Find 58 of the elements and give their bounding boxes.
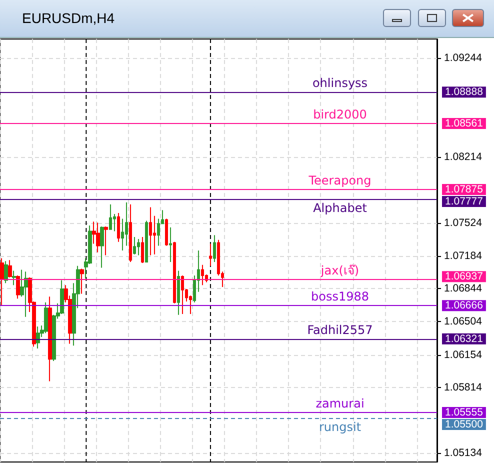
y-tick-label: 1.06154 (444, 348, 482, 361)
ref-line-label: rungsit (318, 420, 362, 434)
candlestick (137, 238, 140, 256)
candlestick (100, 226, 104, 268)
text: 1.06937 (445, 270, 484, 283)
candlestick (48, 296, 52, 382)
text: 1.05555 (445, 406, 484, 418)
ref-line-label: Fadhil2557 (307, 322, 373, 337)
candlestick (109, 204, 112, 230)
candlestick (129, 204, 132, 263)
candlestick (165, 218, 168, 246)
candlestick (149, 206, 152, 256)
candlestick (213, 234, 216, 263)
text: 1.08888 (445, 86, 484, 98)
candlestick (141, 236, 144, 264)
candlestick (169, 226, 172, 263)
y-tick-label: 1.05134 (444, 446, 482, 459)
ref-line-label: Alphabet (313, 200, 368, 215)
candlestick (117, 212, 120, 242)
chart-title: EURUSDm,H4 (22, 10, 115, 26)
candlestick (133, 236, 136, 255)
text: 1.07875 (445, 183, 484, 196)
ref-line-label: ohlinsyss (312, 76, 368, 90)
y-tick-label: 1.07524 (444, 217, 482, 230)
candlestick (125, 202, 128, 246)
candlestick (36, 326, 40, 350)
y-tick-label: 1.06504 (444, 315, 482, 328)
text: 1.06666 (445, 300, 484, 312)
text: 1.07777 (445, 195, 484, 208)
candlestick (44, 302, 48, 334)
ref-line-label: boss1988 (310, 290, 370, 304)
candlestick (173, 241, 176, 304)
candlestick (96, 222, 100, 253)
candlestick (209, 243, 212, 266)
candlestick (4, 260, 8, 284)
ref-line-label: jax(เจ๊) (320, 264, 360, 278)
candlestick (145, 220, 148, 263)
candlestick (16, 274, 20, 300)
candlestick (177, 270, 180, 316)
candlestick (8, 260, 12, 278)
candlestick (80, 268, 84, 294)
candlestick (24, 271, 28, 318)
ref-line-label: Teerapong (308, 173, 372, 188)
ref-line-label: bird2000 (313, 108, 367, 122)
y-tick-label: 1.06844 (444, 282, 482, 295)
candlestick (104, 226, 108, 256)
y-tick-label: 1.09244 (444, 52, 482, 64)
candlestick (0, 258, 4, 306)
candlestick (181, 274, 184, 314)
ref-line-label: zamurai (316, 396, 364, 410)
candlestick (12, 270, 16, 286)
text: 1.05500 (445, 418, 484, 430)
text: 1.06321 (445, 332, 484, 345)
candlestick (201, 264, 204, 286)
y-tick-label: 1.07184 (444, 250, 482, 262)
y-tick-label: 1.05814 (444, 382, 482, 394)
y-tick-label: 1.08214 (444, 150, 482, 163)
text: 1.08561 (445, 118, 484, 130)
